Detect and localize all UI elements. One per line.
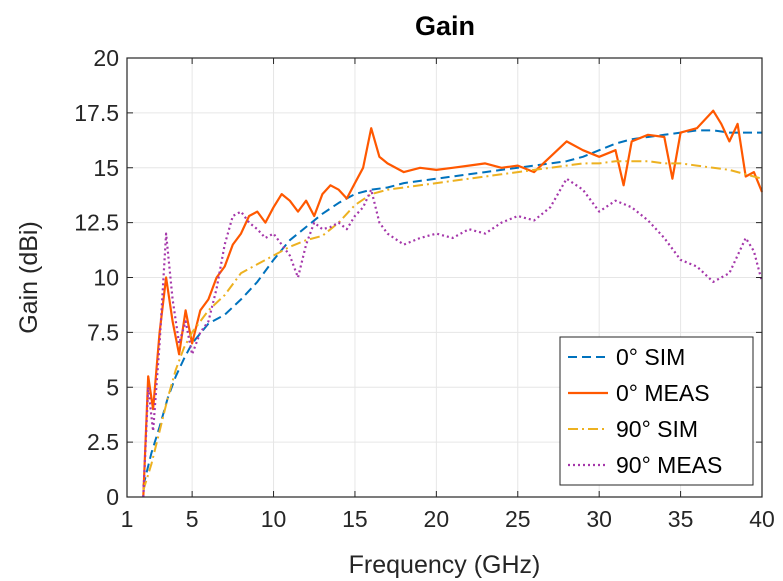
y-tick-label: 17.5 [74,100,119,126]
x-tick-label: 20 [424,506,450,532]
series-line-1 [142,129,762,487]
legend-label: 0° SIM [616,344,685,370]
series-layer [142,109,764,498]
x-tick-label: 35 [668,506,694,532]
y-tick-label: 20 [93,45,119,71]
legend: 0° SIM 0° MEAS 90° SIM 90° MEAS [559,336,754,486]
y-tick-label: 2.5 [87,429,119,455]
series-line-4 [142,177,764,498]
x-tick-label: 25 [505,506,531,532]
y-tick-label: 15 [93,155,119,181]
y-tick-label: 12.5 [74,210,119,236]
chart-title: Gain [415,11,475,41]
x-tick-label: 30 [586,506,612,532]
x-tick-label: 10 [261,506,287,532]
series-line-3 [142,160,763,491]
legend-box [559,336,754,486]
x-tick-label: 40 [749,506,775,532]
x-tick-label: 1 [121,506,134,532]
y-axis-label: Gain (dBi) [15,221,43,334]
y-tick-label: 7.5 [87,319,119,345]
y-tick-label: 10 [93,265,119,291]
series-line-2 [142,109,764,498]
x-tick-label: 5 [186,506,199,532]
y-tick-label: 5 [106,374,119,400]
legend-label: 0° MEAS [616,380,710,406]
legend-label: 90° MEAS [616,452,722,478]
x-tick-label: 15 [342,506,368,532]
x-axis-label: Frequency (GHz) [349,551,541,579]
y-tick-label: 0 [106,484,119,510]
legend-label: 90° SIM [616,416,698,442]
